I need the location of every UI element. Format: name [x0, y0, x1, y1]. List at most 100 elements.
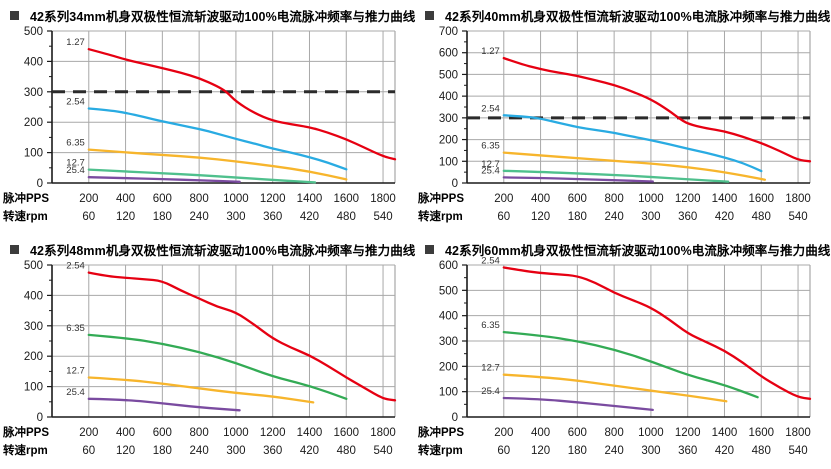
chart-panel-40mm: 42系列40mm机身双极性恒流斩波驱动100%电流脉冲频率与推力曲线 1.27 2…	[415, 0, 831, 234]
x-tick-label-pps: 1200	[260, 427, 286, 439]
chart-panel-48mm: 42系列48mm机身双极性恒流斩波驱动100%电流脉冲频率与推力曲线 2.54 6…	[0, 234, 415, 469]
x-tick-label-rpm: 360	[263, 211, 282, 223]
series-line-25.4	[502, 176, 654, 183]
y-tick-label: 100	[24, 148, 43, 160]
y-tick-label: 0	[452, 178, 458, 190]
x-tick-label-pps: 400	[531, 427, 550, 439]
x-tick-label-rpm: 240	[190, 211, 209, 223]
series-label: 25.4	[66, 165, 85, 176]
thrust-curve-chart-48mm: 2.54 6.35 12.7 25.4 0 100 200 300 400 500 脉冲PPS 200…	[2, 260, 397, 457]
x-tick-label-rpm: 360	[678, 211, 697, 223]
series-line-1.27	[502, 56, 812, 163]
x-tick-label-pps: 600	[153, 427, 172, 439]
series-line-25.4	[87, 176, 241, 183]
y-tick-label: 0	[452, 412, 458, 424]
y-tick-label: 500	[439, 69, 458, 81]
x-tick-label-pps: 800	[605, 193, 624, 205]
series-line-2.54	[87, 271, 397, 402]
chart-panel-60mm: 42系列60mm机身双极性恒流斩波驱动100%电流脉冲频率与推力曲线 2.54 6…	[415, 234, 831, 469]
series-label: 25.4	[66, 387, 85, 398]
series-label: 2.54	[66, 261, 85, 272]
y-tick-label: 300	[439, 336, 458, 348]
square-bullet-icon	[10, 10, 19, 20]
y-tick-label: 400	[24, 56, 43, 68]
x-tick-label-rpm: 60	[82, 445, 95, 457]
x-tick-label-pps: 1000	[638, 193, 664, 205]
x-tick-label-rpm: 60	[82, 211, 95, 223]
x-tick-label-pps: 400	[116, 427, 135, 439]
series-line-6.35	[502, 151, 767, 181]
series-line-6.35	[502, 330, 759, 399]
x-tick-label-pps: 1400	[712, 193, 738, 205]
thrust-curve-chart-40mm: 1.27 2.54 6.35 12.725.4 0 100 200 300 400 500 600 7…	[417, 26, 812, 223]
y-tick-label: 300	[439, 113, 458, 125]
series-label: 2.54	[66, 97, 85, 108]
y-tick-label: 100	[439, 156, 458, 168]
series-label: 12.7	[481, 363, 500, 374]
series-line-12.7	[502, 373, 728, 403]
chart-title-row: 42系列40mm机身双极性恒流斩波驱动100%电流脉冲频率与推力曲线	[415, 0, 831, 24]
x-tick-label-pps: 200	[79, 193, 98, 205]
x-tick-label-rpm: 180	[153, 445, 172, 457]
x-tick-label-rpm: 480	[752, 211, 771, 223]
series-label: 2.54	[481, 256, 500, 267]
x-tick-label-rpm: 240	[190, 445, 209, 457]
thrust-curve-chart-34mm: 1.27 2.54 6.35 12.725.4 0 100 200 300 400 500 脉冲PP…	[2, 26, 397, 223]
x-tick-label-pps: 1600	[748, 427, 774, 439]
x-tick-label-rpm: 300	[226, 445, 245, 457]
x-tick-label-pps: 600	[568, 193, 587, 205]
series-label: 12.7	[481, 159, 500, 170]
x-tick-label-pps: 1800	[785, 427, 811, 439]
x-tick-label-pps: 200	[494, 427, 513, 439]
square-bullet-icon	[425, 244, 434, 254]
y-tick-label: 700	[439, 26, 458, 38]
x-tick-label-rpm: 120	[531, 211, 550, 223]
x-tick-label-pps: 1600	[333, 193, 359, 205]
x-tick-label-pps: 800	[190, 427, 209, 439]
x-tick-label-pps: 1200	[260, 193, 286, 205]
series-label: 6.35	[481, 141, 500, 152]
series-line-2.54	[502, 114, 763, 173]
y-tick-label: 300	[24, 87, 43, 99]
y-tick-label: 500	[24, 26, 43, 38]
chart-title-row: 42系列48mm机身双极性恒流斩波驱动100%电流脉冲频率与推力曲线	[0, 234, 416, 258]
series-label: 6.35	[66, 138, 85, 149]
x-axis-row-label-rpm: 转速rpm	[418, 209, 463, 223]
chart-title: 42系列48mm机身双极性恒流斩波驱动100%电流脉冲频率与推力曲线	[30, 243, 416, 258]
x-tick-label-pps: 1400	[297, 427, 323, 439]
x-tick-label-rpm: 300	[226, 211, 245, 223]
x-tick-label-rpm: 480	[337, 211, 356, 223]
x-axis-row-label-rpm: 转速rpm	[3, 209, 48, 223]
series-line-12.7	[87, 376, 315, 404]
chart-panel-34mm: 42系列34mm机身双极性恒流斩波驱动100%电流脉冲频率与推力曲线 1.27 2…	[0, 0, 415, 234]
x-tick-label-rpm: 180	[568, 445, 587, 457]
x-tick-label-pps: 1000	[638, 427, 664, 439]
y-tick-label: 600	[439, 260, 458, 272]
x-tick-label-pps: 1400	[712, 427, 738, 439]
series-label: 25.4	[481, 386, 500, 397]
x-tick-label-pps: 400	[531, 193, 550, 205]
square-bullet-icon	[425, 10, 434, 20]
series-line-2.54	[502, 266, 812, 400]
y-tick-label: 100	[24, 382, 43, 394]
x-tick-label-rpm: 120	[116, 211, 135, 223]
chart-title-row: 42系列34mm机身双极性恒流斩波驱动100%电流脉冲频率与推力曲线	[0, 0, 416, 24]
series-line-12.7	[87, 168, 317, 184]
series-label: 1.27	[66, 37, 85, 48]
series-line-25.4	[502, 396, 654, 412]
series-line-25.4	[87, 397, 241, 412]
x-axis-row-label-pps: 脉冲PPS	[417, 425, 464, 439]
series-line-1.27	[87, 48, 397, 161]
y-tick-label: 500	[24, 260, 43, 272]
x-tick-label-rpm: 60	[497, 211, 510, 223]
y-tick-label: 500	[439, 285, 458, 297]
x-tick-label-pps: 1600	[333, 427, 359, 439]
x-tick-label-rpm: 300	[641, 211, 660, 223]
x-tick-label-pps: 1000	[223, 193, 249, 205]
x-tick-label-pps: 600	[568, 427, 587, 439]
chart-title: 42系列34mm机身双极性恒流斩波驱动100%电流脉冲频率与推力曲线	[30, 9, 416, 24]
y-tick-label: 600	[439, 48, 458, 60]
series-line-2.54	[87, 107, 348, 171]
x-tick-label-pps: 600	[153, 193, 172, 205]
